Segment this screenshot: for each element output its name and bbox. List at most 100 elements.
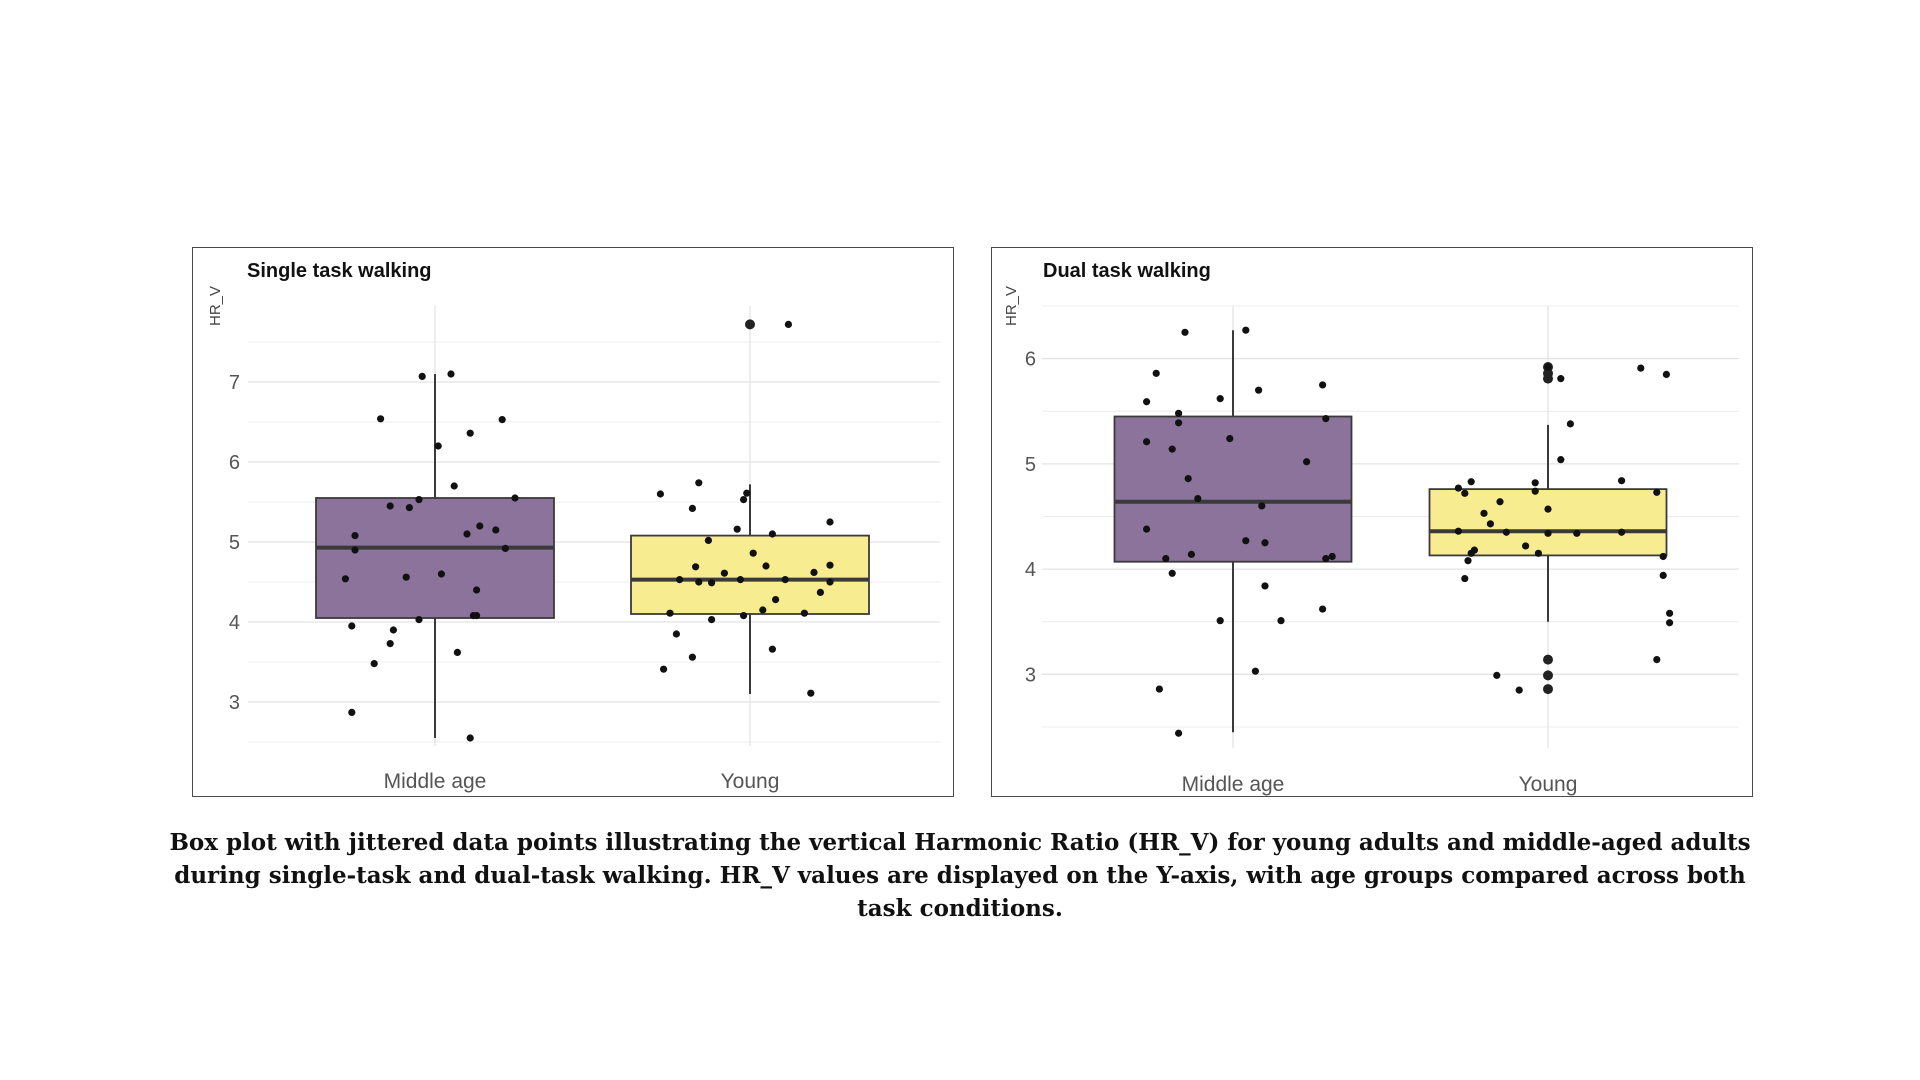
data-point: [743, 489, 751, 497]
data-point: [1653, 656, 1661, 664]
data-point: [1319, 605, 1327, 613]
data-point: [1261, 539, 1269, 547]
data-point: [1258, 502, 1266, 510]
data-point: [1152, 369, 1160, 377]
data-point: [1175, 729, 1183, 737]
data-point: [768, 530, 777, 538]
outlier-point: [745, 319, 755, 330]
y-tick-label: 5: [229, 532, 240, 554]
data-point: [501, 544, 509, 552]
data-point: [1653, 488, 1661, 496]
data-point: [1226, 435, 1234, 443]
data-point: [740, 612, 748, 620]
data-point: [826, 518, 834, 526]
data-point: [1486, 520, 1494, 528]
data-point: [1496, 498, 1504, 506]
data-point: [1544, 505, 1552, 513]
data-point: [733, 525, 741, 533]
data-point: [704, 536, 712, 544]
data-point: [1216, 617, 1224, 625]
y-tick-label: 3: [1025, 664, 1036, 686]
data-point: [708, 579, 716, 587]
data-point: [1470, 546, 1478, 554]
data-point: [511, 494, 519, 502]
x-tick-label: Middle age: [1182, 773, 1285, 796]
data-point: [450, 482, 458, 490]
y-axis-label: HR_V: [1003, 286, 1020, 326]
data-point: [1155, 685, 1163, 693]
data-point: [807, 689, 815, 697]
data-point: [437, 570, 445, 578]
data-point: [816, 588, 825, 596]
single-task-chart-panel: Single task walking HR_V 3 4 5 6 7 Middle age…: [192, 247, 954, 797]
data-point: [749, 549, 757, 557]
data-point: [1242, 537, 1250, 545]
data-point: [1143, 525, 1151, 533]
data-point: [1184, 474, 1192, 483]
data-point: [1515, 686, 1523, 694]
y-tick-label: 6: [229, 452, 240, 474]
data-point: [389, 626, 397, 634]
data-point: [466, 734, 474, 742]
dual-task-chart-panel: Dual task walking HR_V 3 4 5 6 Middle age You…: [991, 247, 1753, 797]
data-point: [676, 576, 684, 584]
data-point: [1662, 370, 1670, 379]
data-point: [759, 606, 767, 614]
data-point: [826, 561, 834, 569]
box-middle-age: [1113, 330, 1353, 733]
data-point: [348, 708, 356, 716]
iqr-box: [1428, 488, 1668, 557]
data-point: [1168, 445, 1176, 453]
data-point: [1522, 542, 1530, 550]
data-point: [341, 575, 349, 583]
data-point: [695, 578, 703, 586]
data-point: [1467, 478, 1475, 486]
data-point: [740, 496, 748, 504]
data-point: [1216, 395, 1224, 403]
data-point: [1461, 574, 1469, 583]
data-point: [463, 530, 471, 538]
data-point: [736, 576, 745, 584]
y-tick-label: 6: [1025, 349, 1036, 371]
data-point: [1480, 509, 1488, 517]
data-point: [1454, 527, 1462, 535]
data-point: [1162, 554, 1170, 563]
data-point: [660, 665, 668, 673]
y-tick-label: 5: [1025, 454, 1036, 476]
y-tick-label: 4: [1025, 559, 1036, 581]
data-point: [1461, 489, 1469, 497]
data-point: [415, 496, 423, 504]
data-point: [1573, 529, 1581, 537]
data-point: [772, 596, 780, 604]
data-point: [1242, 326, 1250, 334]
data-point: [688, 653, 696, 661]
data-point: [498, 416, 506, 424]
y-tick-label: 7: [229, 372, 240, 394]
data-point: [1493, 671, 1501, 679]
dual-task-chart: Dual task walking HR_V 3 4 5 6 Middle age You…: [1003, 260, 1739, 796]
data-point: [800, 609, 809, 617]
data-point: [1319, 381, 1327, 389]
data-point: [492, 526, 500, 534]
data-point: [1143, 438, 1151, 446]
data-point: [386, 502, 394, 510]
data-point: [1566, 420, 1574, 428]
box-middle-age: [315, 374, 555, 738]
box-young: [630, 484, 870, 694]
data-point: [1322, 554, 1330, 563]
data-point: [418, 372, 426, 380]
outlier-point: [1543, 373, 1553, 384]
data-point: [476, 522, 484, 530]
data-point: [1328, 552, 1336, 561]
data-point: [1666, 609, 1674, 617]
outlier-point: [1543, 654, 1553, 665]
data-point: [1175, 419, 1183, 427]
data-point: [348, 622, 356, 630]
data-point: [1277, 617, 1285, 625]
x-tick-label: Young: [1519, 773, 1578, 796]
data-point: [402, 573, 410, 581]
data-point: [720, 569, 729, 577]
x-tick-label: Middle age: [384, 770, 487, 793]
data-point: [1168, 569, 1176, 577]
data-point: [466, 429, 474, 437]
